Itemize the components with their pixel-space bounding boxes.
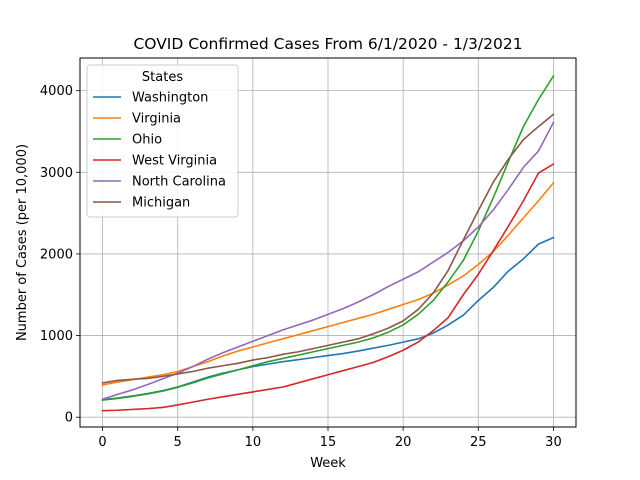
legend-box bbox=[86, 64, 239, 218]
x-tick-label: 20 bbox=[395, 435, 412, 450]
legend: States Washington Virginia Ohio West Virgini… bbox=[86, 64, 239, 218]
y-tick-label: 3000 bbox=[40, 166, 73, 181]
y-tick-label: 1000 bbox=[40, 329, 73, 344]
chart-title: COVID Confirmed Cases From 6/1/2020 - 1/… bbox=[133, 35, 522, 53]
tick-layer: 0 5 10 15 20 25 30 0 1000 2000 3000 4000 bbox=[40, 84, 562, 450]
series-line-west-virginia bbox=[101, 163, 555, 412]
legend-label-virginia: Virginia bbox=[132, 112, 181, 127]
x-tick-label: 25 bbox=[470, 435, 487, 450]
x-tick-label: 0 bbox=[98, 435, 106, 450]
y-axis-label: Number of Cases (per 10,000) bbox=[15, 144, 30, 341]
x-axis-label: Week bbox=[310, 456, 346, 471]
series-line-north-carolina bbox=[101, 121, 555, 401]
series-line-ohio bbox=[101, 74, 555, 401]
x-tick-label: 15 bbox=[320, 435, 337, 450]
series-line-michigan bbox=[101, 113, 555, 384]
legend-label-west-virginia: West Virginia bbox=[132, 154, 217, 169]
grid-layer bbox=[80, 58, 576, 427]
x-tick-label: 10 bbox=[245, 435, 262, 450]
legend-label-washington: Washington bbox=[132, 91, 208, 106]
y-tick-label: 2000 bbox=[40, 247, 73, 262]
x-tick-label: 5 bbox=[174, 435, 182, 450]
legend-title: States bbox=[142, 70, 183, 85]
y-tick-label: 0 bbox=[65, 411, 73, 426]
x-tick-label: 30 bbox=[545, 435, 562, 450]
series-line-virginia bbox=[101, 181, 555, 386]
legend-label-ohio: Ohio bbox=[132, 133, 162, 148]
legend-label-north-carolina: North Carolina bbox=[132, 175, 226, 190]
y-tick-label: 4000 bbox=[40, 84, 73, 99]
legend-label-michigan: Michigan bbox=[132, 196, 190, 211]
series-layer bbox=[101, 74, 555, 412]
